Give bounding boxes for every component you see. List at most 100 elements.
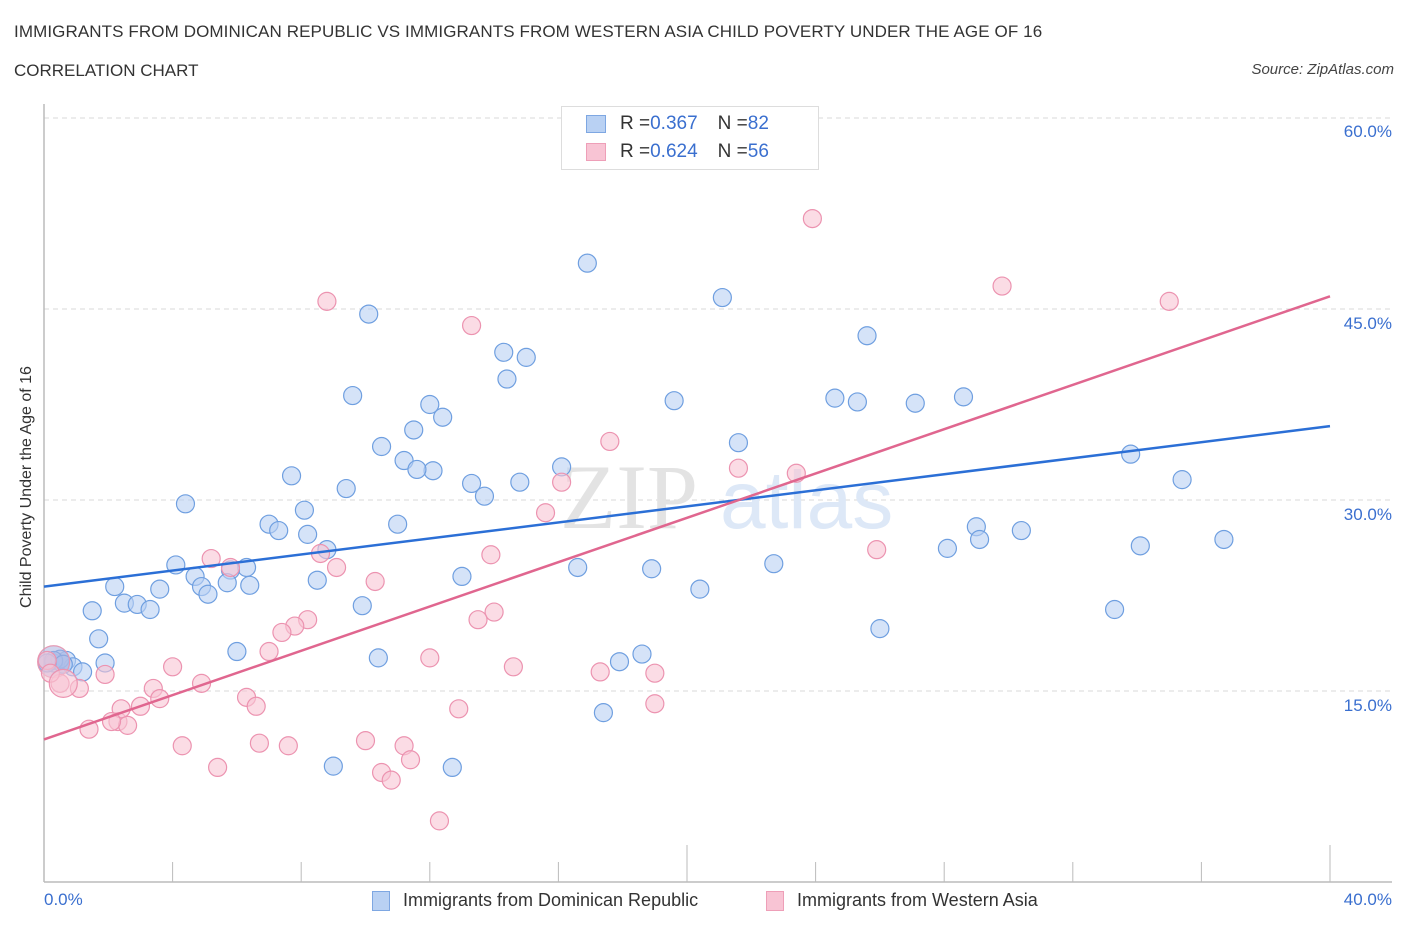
watermark: ZIP atlas (560, 446, 893, 548)
data-point (1130, 536, 1150, 556)
data-point (870, 619, 890, 639)
data-point (163, 657, 183, 677)
data-point (343, 385, 363, 406)
legend-r-value: 0.624 (650, 141, 698, 162)
y-tick-label: 15.0% (1343, 696, 1392, 715)
data-point (95, 664, 115, 685)
data-point (1159, 291, 1179, 311)
data-point (249, 733, 270, 753)
data-point (468, 610, 488, 630)
data-point (326, 557, 347, 578)
data-point (645, 694, 665, 714)
data-point (632, 644, 652, 664)
legend-r-value: 0.367 (650, 113, 698, 134)
data-point (552, 472, 572, 492)
data-point (307, 570, 327, 590)
data-point (48, 668, 78, 698)
data-point (452, 566, 472, 587)
data-point (246, 696, 266, 716)
chart-subtitle: CORRELATION CHART (14, 61, 199, 80)
data-point (1121, 444, 1141, 464)
source-credit: Source: ZipAtlas.com (1251, 61, 1394, 78)
data-point (198, 584, 218, 604)
data-point (442, 757, 462, 778)
data-point (516, 347, 536, 367)
data-point (474, 486, 495, 506)
data-point (240, 575, 260, 595)
data-point (857, 326, 877, 346)
data-point (497, 369, 517, 389)
data-point (105, 576, 125, 597)
legend-row-western-asia: R = 0.624 N = 56 (586, 141, 769, 163)
trend-lines (43, 295, 1331, 741)
legend-row-dominican: R = 0.367 N = 82 (586, 113, 769, 135)
legend-n-label: N = (717, 141, 748, 162)
data-point (294, 500, 315, 520)
data-point (220, 557, 241, 578)
data-point (272, 622, 292, 643)
data-point (992, 276, 1012, 296)
data-point (172, 736, 192, 756)
data-point (609, 652, 630, 672)
series-western-asia (37, 208, 1179, 831)
data-point (201, 548, 221, 569)
legend-n-label: N = (717, 113, 748, 134)
trend-line-dominican (43, 424, 1331, 588)
data-point (323, 756, 343, 776)
data-point (1104, 599, 1125, 620)
data-point (269, 520, 289, 541)
legend-label: Immigrants from Dominican Republic (403, 890, 699, 910)
data-point (847, 392, 867, 412)
data-point (568, 557, 588, 578)
data-point (937, 538, 958, 558)
data-point (484, 602, 504, 622)
legend-swatch-pink (586, 143, 606, 161)
data-point (259, 641, 279, 662)
data-point (420, 648, 440, 668)
data-point (117, 715, 138, 735)
data-point (281, 466, 302, 486)
data-point (1011, 520, 1031, 541)
data-point (404, 420, 424, 440)
data-point (535, 503, 556, 523)
data-point (317, 291, 337, 311)
data-point (371, 436, 392, 457)
data-point (461, 473, 482, 494)
x-tick-label-min: 0.0% (44, 890, 83, 909)
data-point (1214, 529, 1234, 550)
series-dominican-republic (37, 253, 1234, 778)
y-tick-label: 30.0% (1343, 505, 1392, 524)
data-point (690, 579, 710, 599)
data-point (400, 750, 421, 770)
data-point (642, 559, 662, 579)
x-tick-label-max: 40.0% (1343, 890, 1392, 909)
data-point (590, 662, 610, 682)
data-point (429, 811, 450, 831)
gridlines (44, 117, 1392, 692)
chart-title: IMMIGRANTS FROM DOMINICAN REPUBLIC VS IM… (14, 22, 1043, 41)
data-point (481, 545, 501, 565)
data-point (728, 433, 749, 453)
data-point (905, 393, 925, 413)
data-point (420, 394, 440, 415)
legend-swatch-pink (766, 890, 784, 911)
data-point (150, 579, 170, 599)
data-point (600, 431, 620, 452)
data-point (503, 657, 523, 677)
data-point (764, 554, 784, 574)
data-point (227, 641, 247, 662)
data-point (449, 699, 469, 719)
data-point (298, 524, 318, 544)
bottom-legend-western-asia: Immigrants from Western Asia (766, 890, 1038, 911)
data-point (664, 391, 684, 411)
data-point (140, 599, 160, 620)
legend-swatch-blue (372, 890, 390, 911)
data-point (381, 770, 401, 790)
data-point (510, 472, 530, 492)
data-point (359, 304, 379, 324)
data-point (407, 459, 427, 480)
data-point (825, 388, 845, 408)
data-point (494, 342, 514, 362)
data-point (953, 387, 974, 407)
data-point (433, 407, 453, 427)
